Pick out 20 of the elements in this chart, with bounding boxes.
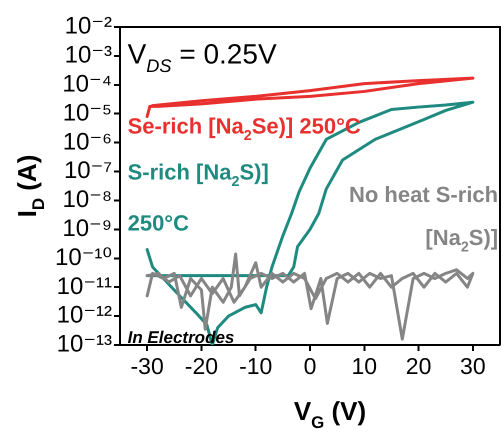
y-axis-title: ID (A): [12, 154, 48, 218]
x-tick-label: -30: [130, 353, 164, 380]
y-tick-label: 10⁻¹²: [56, 302, 112, 329]
y-tick-label: 10⁻¹³: [56, 330, 112, 358]
x-tick-label: 20: [406, 353, 432, 380]
y-tick-label: 10⁻²: [64, 12, 112, 40]
y-tick-label: 10⁻⁸: [62, 186, 112, 214]
y-tick-label: 10⁻⁷: [64, 157, 112, 184]
x-tick-label: 30: [460, 353, 486, 380]
y-tick-label: 10⁻⁵: [62, 99, 112, 126]
x-tick-label: 0: [304, 353, 316, 380]
x-tick-label: -10: [239, 353, 272, 380]
y-tick-label: 10⁻¹⁰: [55, 244, 112, 271]
x-tick-label: 10: [351, 353, 378, 380]
y-tick-label: 10⁻⁶: [62, 128, 112, 156]
x-tick-label: -20: [184, 353, 218, 380]
y-tick-label: 10⁻⁹: [62, 214, 112, 242]
y-tick-label: 10⁻³: [64, 42, 112, 69]
y-tick-label: 10⁻⁴: [62, 70, 112, 98]
y-tick-label: 10⁻¹¹: [56, 272, 112, 300]
